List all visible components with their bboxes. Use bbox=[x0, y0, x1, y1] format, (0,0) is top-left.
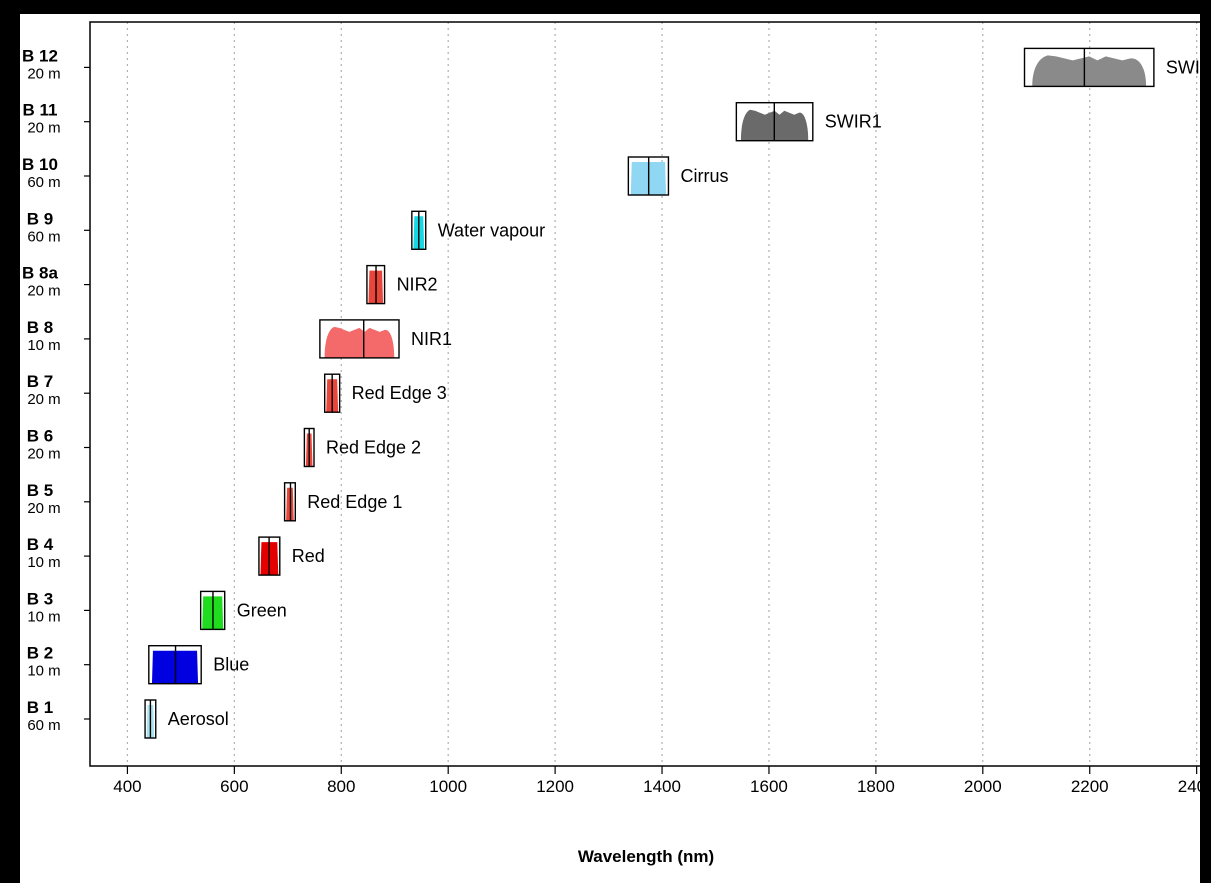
y-tick-band-label: B 2 bbox=[27, 644, 53, 663]
x-tick-label: 2000 bbox=[964, 777, 1002, 796]
y-tick-resolution-label: 10 m bbox=[27, 554, 60, 571]
band-response-fill bbox=[324, 326, 395, 358]
band-name-label: Blue bbox=[213, 655, 249, 675]
band-name-label: NIR1 bbox=[411, 329, 452, 349]
y-tick-band-label: B 8a bbox=[22, 264, 58, 283]
x-axis-ticks: 400 600 800 1000 1200 1400 1600 1800 2000 2200 240… bbox=[113, 766, 1211, 796]
band-range-box bbox=[1023, 47, 1155, 88]
y-tick-resolution-label: 60 m bbox=[27, 174, 60, 191]
y-tick-band-label: B 8 bbox=[27, 318, 53, 337]
x-tick-label: 600 bbox=[220, 777, 248, 796]
band-name-label: Red Edge 2 bbox=[326, 438, 421, 458]
band-name-label: Water vapour bbox=[438, 220, 545, 240]
y-tick-band-label: B 11 bbox=[23, 101, 58, 120]
y-tick-resolution-label: 20 m bbox=[27, 391, 60, 408]
top-curve-right bbox=[1100, 0, 1200, 14]
y-tick-band-label: B 10 bbox=[22, 155, 58, 174]
x-tick-label: 1800 bbox=[857, 777, 895, 796]
grid-lines bbox=[126, 22, 1198, 766]
y-tick-resolution-label: 10 m bbox=[27, 337, 60, 354]
y-tick-resolution-label: 10 m bbox=[27, 608, 60, 625]
x-tick-label: 400 bbox=[113, 777, 141, 796]
x-tick-label: 1200 bbox=[536, 777, 574, 796]
top-curve-left bbox=[20, 0, 128, 14]
y-tick-band-label: B 7 bbox=[27, 372, 53, 391]
plot-frame bbox=[89, 21, 1203, 767]
band-name-label: Red Edge 3 bbox=[352, 383, 447, 403]
band-name-label: SWIR1 bbox=[825, 112, 882, 132]
y-tick-resolution-label: 10 m bbox=[27, 663, 60, 680]
band-name-label: Green bbox=[237, 600, 287, 620]
x-tick-label: 1000 bbox=[429, 777, 467, 796]
y-tick-resolution-label: 20 m bbox=[27, 283, 60, 300]
y-tick-band-label: B 5 bbox=[27, 481, 53, 500]
y-tick-band-label: B 1 bbox=[27, 698, 53, 717]
band-range-box bbox=[319, 319, 400, 359]
y-tick-band-label: B 12 bbox=[22, 46, 58, 65]
band-name-label: Red Edge 1 bbox=[307, 492, 402, 512]
x-tick-label: 1400 bbox=[643, 777, 681, 796]
band-name-label: Aerosol bbox=[168, 709, 229, 729]
y-tick-resolution-label: 20 m bbox=[27, 65, 60, 82]
x-tick-label: 2400 bbox=[1178, 777, 1211, 796]
y-tick-resolution-label: 20 m bbox=[27, 446, 60, 463]
band-name-label: NIR2 bbox=[397, 275, 438, 295]
y-tick-band-label: B 4 bbox=[27, 535, 54, 554]
band-name-label: Red bbox=[292, 546, 325, 566]
y-tick-band-label: B 9 bbox=[27, 209, 53, 228]
y-tick-resolution-label: 60 m bbox=[27, 717, 60, 734]
y-tick-resolution-label: 60 m bbox=[27, 228, 60, 245]
y-tick-band-label: B 3 bbox=[27, 589, 53, 608]
band-name-label: Cirrus bbox=[680, 166, 728, 186]
band-response-fill bbox=[1032, 55, 1147, 87]
x-tick-label: 2200 bbox=[1071, 777, 1109, 796]
band-name-label: SWIR2 bbox=[1166, 57, 1211, 77]
y-tick-resolution-label: 20 m bbox=[27, 500, 60, 517]
y-tick-resolution-label: 20 m bbox=[27, 120, 60, 137]
x-tick-label: 1600 bbox=[750, 777, 788, 796]
chart-area bbox=[20, 14, 1200, 883]
x-axis-title: Wavelength (nm) bbox=[578, 847, 714, 866]
x-tick-label: 800 bbox=[327, 777, 355, 796]
y-tick-band-label: B 6 bbox=[27, 427, 53, 446]
y-axis-ticks: B 160 mB 210 mB 310 mB 410 mB 520 mB 620… bbox=[22, 46, 90, 734]
band-marks: Aerosol Blue Green Red Red Edge 1 Red Edge 2 R… bbox=[144, 47, 1211, 739]
